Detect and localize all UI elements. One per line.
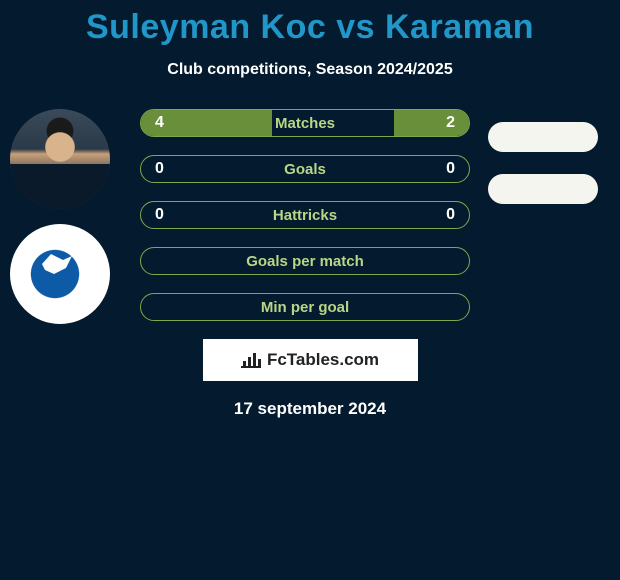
date-label: 17 september 2024 — [0, 399, 620, 419]
stat-left-value: 0 — [155, 156, 164, 182]
stat-label: Goals per match — [246, 253, 364, 270]
stat-row-matches: 4 Matches 2 — [140, 109, 470, 137]
source-logo: FcTables.com — [203, 339, 418, 381]
stat-label: Matches — [275, 115, 335, 132]
stat-row-hattricks: 0 Hattricks 0 — [140, 201, 470, 229]
player2-avatar — [10, 224, 110, 324]
logo-text: FcTables.com — [267, 350, 379, 370]
player1-avatar — [10, 109, 110, 209]
stat-label: Goals — [284, 161, 326, 178]
chart-icon — [241, 352, 261, 368]
stat-left-value: 4 — [155, 110, 164, 136]
stat-right-value: 0 — [446, 202, 455, 228]
stat-label: Min per goal — [261, 299, 349, 316]
subtitle: Club competitions, Season 2024/2025 — [0, 61, 620, 79]
stat-row-goals-per-match: Goals per match — [140, 247, 470, 275]
stat-right-value: 0 — [446, 156, 455, 182]
player2-form-pill — [488, 174, 598, 204]
stat-row-goals: 0 Goals 0 — [140, 155, 470, 183]
stat-left-value: 0 — [155, 202, 164, 228]
stat-row-min-per-goal: Min per goal — [140, 293, 470, 321]
stat-right-value: 2 — [446, 110, 455, 136]
stat-rows: 4 Matches 2 0 Goals 0 0 Hattricks 0 Goal… — [140, 109, 470, 321]
page-title: Suleyman Koc vs Karaman — [0, 0, 620, 47]
player1-form-pill — [488, 122, 598, 152]
stat-label: Hattricks — [273, 207, 337, 224]
bar-fill-right — [394, 110, 469, 136]
